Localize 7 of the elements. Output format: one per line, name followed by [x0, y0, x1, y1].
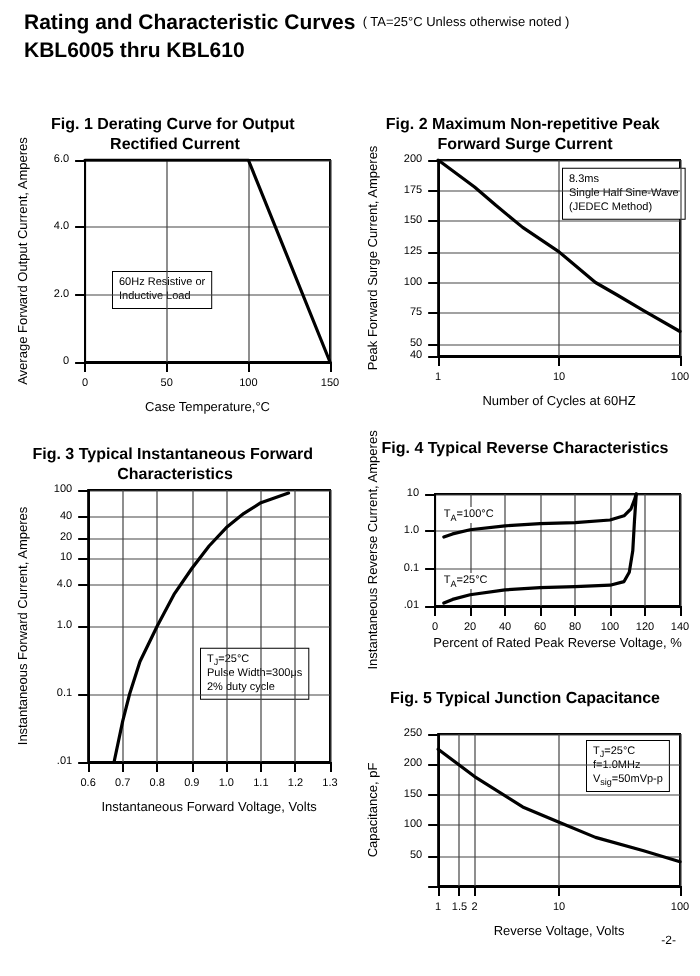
chart-title: Fig. 3 Typical Instantaneous Forward Characteristics — [32, 445, 318, 483]
chart-title: Fig. 5 Typical Junction Capacitance — [390, 689, 662, 707]
chart-title: Fig. 1 Derating Curve for Output Rectified Current — [50, 115, 300, 153]
chart-title: Fig. 2 Maximum Non-repetitive Peak Forward Surge Current — [385, 115, 665, 153]
chart-title: Fig. 4 Typical Reverse Characteristics — [381, 439, 670, 457]
text: Rating and Characteristic Curves — [24, 11, 356, 35]
text: KBL6005 thru KBL610 — [24, 39, 245, 63]
